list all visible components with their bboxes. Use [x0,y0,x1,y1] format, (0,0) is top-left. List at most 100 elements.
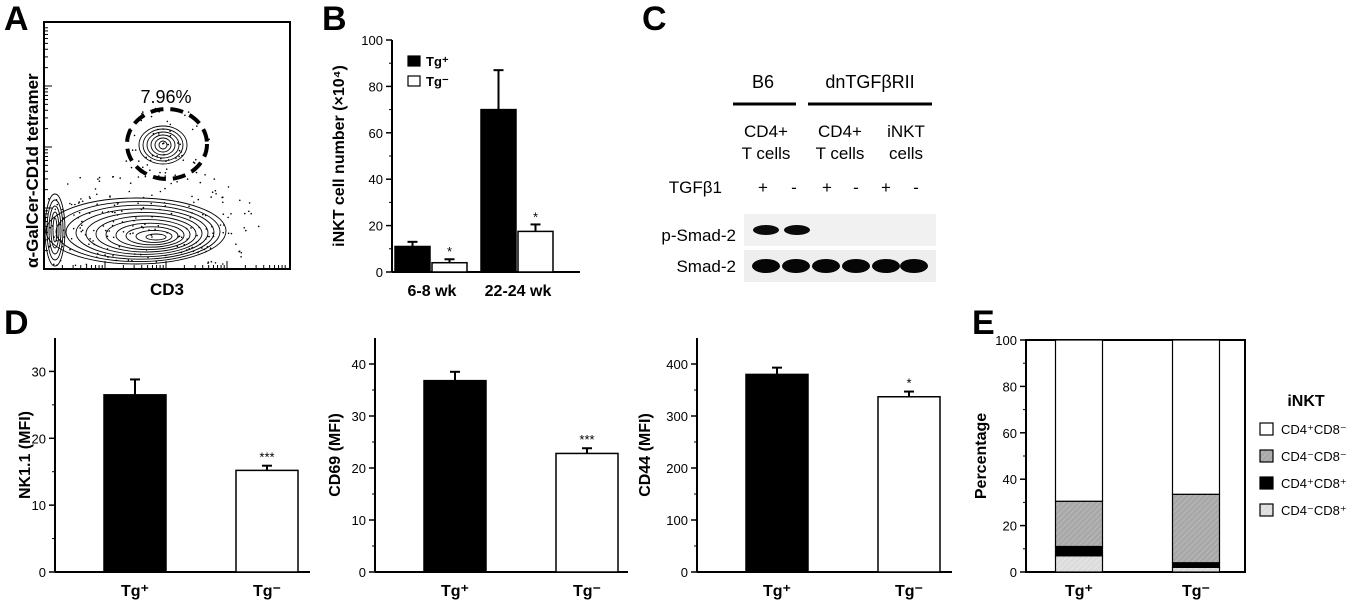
flow-dot [116,214,119,216]
chart-d2-category-label: Tg⁻ [573,583,601,600]
flow-contour-main [115,222,185,248]
flow-dot [134,253,136,255]
flow-dot [191,128,194,131]
flow-contour-main [105,219,191,251]
flow-dot [88,212,91,214]
chart-e-legend-swatch [1259,503,1274,517]
flow-dot [81,229,84,232]
flow-dot [207,261,210,264]
chart-d1-significance: *** [259,450,274,465]
flow-dot [189,217,191,219]
flow-contour-main [135,229,173,243]
flow-dot [164,172,167,174]
chart-d1-ytick-label: 10 [32,498,46,513]
flow-axis-ticks [43,27,286,270]
flow-dot [235,243,237,245]
flow-dot [128,190,131,193]
flow-dot [215,193,217,195]
blot-row-psmad: p-Smad-2 [661,226,736,245]
flow-dot [206,246,209,248]
flow-dot [142,166,144,169]
flow-dot [89,238,91,240]
blot-band-smad [872,259,900,273]
flow-dot [191,212,193,214]
flow-dot [112,255,114,257]
flow-dot [150,202,152,205]
flow-dot [140,208,143,211]
chart-d3-ytick-label: 200 [666,461,688,476]
flow-contour-edge [52,217,58,243]
flow-dot [74,264,77,267]
chart-b-ytick-label: 80 [369,79,383,94]
chart-e-legend-title: iNKT [1287,393,1325,410]
flow-dot [131,149,134,151]
chart-d-cd44: 0 100 200 300 400 CD44 (MFI) Tg⁺ * Tg⁻ [637,338,952,600]
blot-col1-line2: T cells [742,144,791,163]
chart-e-segment [1171,339,1221,495]
flow-dot [199,243,202,245]
flow-dot [162,142,164,145]
flow-dot [211,225,213,228]
flow-dot [63,236,65,238]
flow-contour-edge [48,205,62,255]
flow-dot [148,229,150,231]
flow-dot [62,229,65,232]
flow-dot [195,241,198,244]
flow-dot [96,193,98,196]
chart-d3-significance: * [906,376,911,391]
flow-dot [206,235,209,237]
chart-e-category-label: Tg⁻ [1182,583,1210,600]
chart-e-segment [1054,545,1104,557]
chart-b-legend-swatch [407,75,421,87]
flow-dot [144,175,147,178]
flow-dot [158,133,160,135]
flow-dot [119,177,121,179]
flow-contour-gate [146,131,180,159]
flow-contour-main [45,197,227,265]
chart-d1-ytick-label: 30 [32,364,46,379]
chart-b-ytick-label: 100 [361,33,383,48]
flow-dot [59,239,61,241]
chart-d3-y-label: CD44 (MFI) [637,413,654,497]
flow-contour-main [95,215,197,253]
chart-e: 0 20 40 60 80 100 Percentage Tg⁺ Tg⁻ iNKT CD4⁺CD8⁻… [973,333,1347,600]
blot-col1-line1: CD4+ [744,122,788,141]
flow-dot [177,142,179,144]
flow-dot [121,221,124,223]
chart-b-category-label: 22-24 wk [485,283,552,300]
chart-d2-ytick-label: 10 [352,513,366,528]
flow-dot [186,178,189,180]
flow-dot [54,208,57,211]
chart-d3-ytick-label: 0 [681,565,688,580]
flow-dot [150,234,153,236]
chart-b-significance: * [533,209,538,224]
chart-e-legend-swatch [1259,449,1274,463]
flow-dot [142,111,144,113]
flow-dot [257,225,260,228]
flow-contour-main [85,211,203,255]
blot-sign: + [758,178,768,197]
flow-dot [111,176,114,178]
flow-dot [180,251,183,254]
flow-dot [169,134,172,137]
flow-dot [142,227,145,229]
flow-dot [208,235,210,238]
flow-dot [96,252,99,255]
panel-letter-b: B [322,0,347,38]
flow-dot [197,198,200,201]
flow-dot [244,212,246,215]
flow-dot [188,205,190,208]
flow-dot [209,247,212,249]
chart-b-ytick-label: 60 [369,126,383,141]
flow-dot [53,236,55,238]
flow-contour-gate [138,125,188,165]
flow-dot [137,202,139,204]
flow-dot [132,225,134,227]
flow-dot [81,224,83,227]
flow-dot [59,223,61,226]
flow-dot [214,189,217,192]
blot-sign: - [853,178,859,197]
chart-e-segment [1054,555,1104,573]
chart-d3-bar [745,373,809,573]
flow-dot [186,238,188,240]
